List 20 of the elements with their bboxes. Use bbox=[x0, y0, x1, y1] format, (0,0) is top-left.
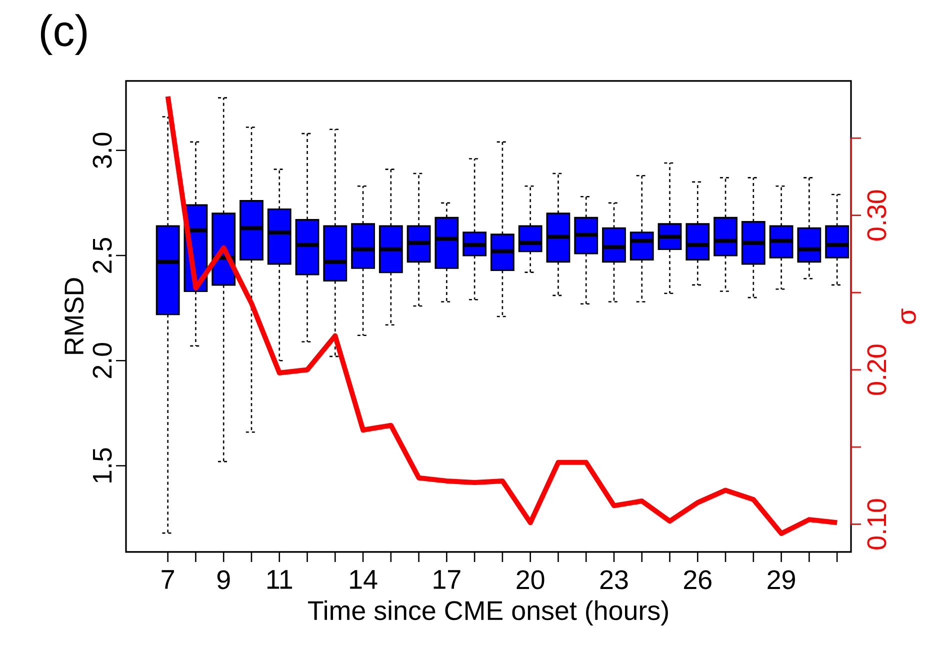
y-tick-label: 2.0 bbox=[92, 342, 112, 378]
y-tick-label: 1.5 bbox=[93, 448, 112, 482]
x-tick-label: 26 bbox=[684, 570, 712, 590]
x-tick-label: 7 bbox=[162, 570, 174, 589]
x-axis-title: Time since CME onset (hours) bbox=[308, 600, 668, 626]
y2-axis-title: σ bbox=[901, 308, 916, 324]
y2-tick-label: 0.20 bbox=[867, 344, 886, 395]
y2-tick-label: 0.10 bbox=[867, 499, 886, 550]
x-tick-label: 29 bbox=[768, 570, 795, 590]
chart-title: (c) bbox=[40, 14, 87, 56]
y-tick-label: 3.0 bbox=[92, 132, 112, 168]
x-tick-label: 20 bbox=[516, 570, 544, 590]
y-axis-title: RMSD bbox=[64, 278, 84, 354]
x-tick-label: 14 bbox=[350, 570, 378, 589]
y2-tick-label: 0.30 bbox=[867, 190, 886, 240]
y-tick-label: 2.5 bbox=[92, 238, 112, 273]
x-tick-label: 9 bbox=[217, 570, 230, 590]
x-tick-label: 11 bbox=[267, 570, 292, 589]
x-tick-label: 17 bbox=[434, 570, 460, 589]
x-tick-label: 23 bbox=[600, 570, 628, 590]
